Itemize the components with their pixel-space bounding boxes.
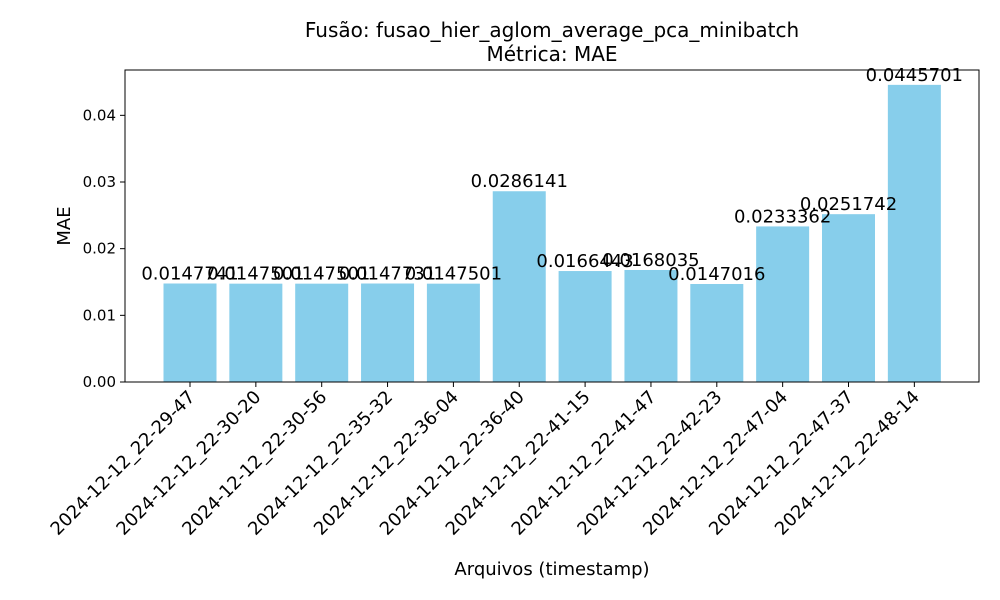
bar-value-label: 0.0166443 xyxy=(536,251,633,272)
bar-value-label: 0.0168035 xyxy=(602,250,699,271)
bar xyxy=(229,283,283,382)
bar-value-label: 0.0147016 xyxy=(668,264,765,285)
bar xyxy=(163,283,217,382)
bar-value-label: 0.0147741 xyxy=(141,264,238,285)
bar xyxy=(690,283,744,382)
y-tick-label: 0.03 xyxy=(83,173,116,191)
y-axis-label: MAE xyxy=(54,206,75,245)
y-tick-label: 0.04 xyxy=(83,106,116,124)
bar xyxy=(822,214,875,382)
bar xyxy=(624,269,678,382)
bar xyxy=(558,271,612,382)
y-tick-label: 0.02 xyxy=(83,240,116,258)
bar xyxy=(426,283,480,382)
bar xyxy=(295,283,349,382)
bar xyxy=(887,84,941,382)
bar-value-label: 0.0286141 xyxy=(471,171,568,192)
y-tick-label: 0.01 xyxy=(83,306,116,324)
plot-frame xyxy=(124,69,980,383)
bar-value-label: 0.0147501 xyxy=(405,264,502,285)
bar xyxy=(361,283,415,382)
x-axis: 2024-12-12_22-29-472024-12-12_22-30-2020… xyxy=(47,382,924,540)
y-tick-label: 0.00 xyxy=(83,373,116,391)
bar-value-label: 0.0445701 xyxy=(866,65,963,86)
bar xyxy=(756,226,810,382)
bars-group xyxy=(163,84,941,382)
value-labels-group: 0.01477410.01475010.01475010.01477310.01… xyxy=(141,65,963,285)
bar-value-label: 0.0147731 xyxy=(339,264,436,285)
bar-value-label: 0.0147501 xyxy=(273,264,370,285)
chart-title: Fusão: fusao_hier_aglom_average_pca_mini… xyxy=(305,18,799,42)
bar-value-label: 0.0233362 xyxy=(734,206,831,227)
bar-value-label: 0.0147501 xyxy=(207,264,304,285)
x-axis-label: Arquivos (timestamp) xyxy=(454,559,649,580)
y-axis: 0.00 0.01 0.02 0.03 0.04 xyxy=(83,106,125,391)
chart-subtitle: Métrica: MAE xyxy=(486,42,617,66)
bar-value-label: 0.0251742 xyxy=(800,194,897,215)
bar xyxy=(492,191,546,382)
